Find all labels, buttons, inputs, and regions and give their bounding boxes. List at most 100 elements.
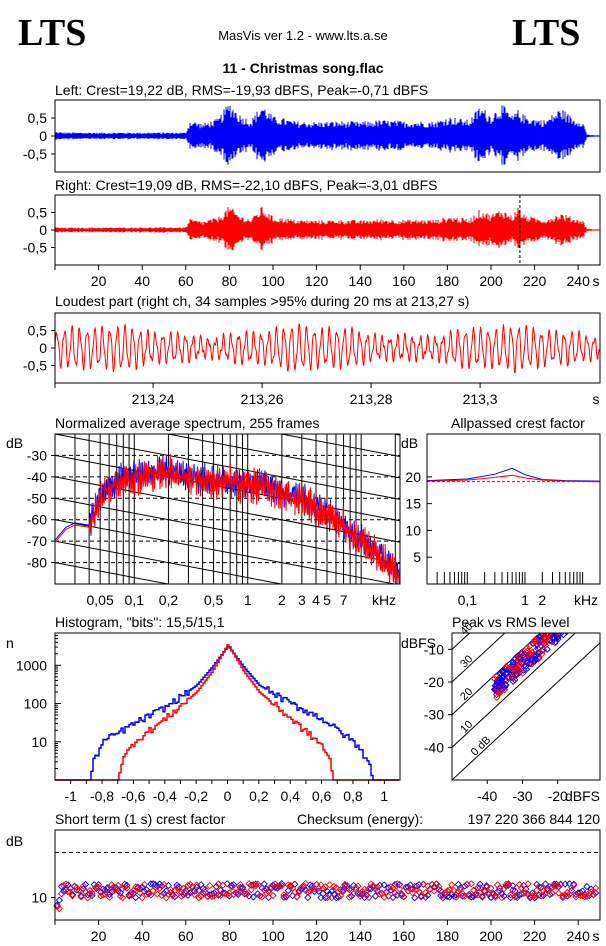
stc-point-right bbox=[426, 885, 434, 894]
stc-point-right bbox=[352, 883, 360, 892]
stc-point-left bbox=[408, 885, 417, 893]
pvr-point bbox=[514, 657, 523, 666]
stc-point-right bbox=[557, 880, 565, 888]
stc-point-right bbox=[578, 892, 587, 900]
stc-point-right bbox=[94, 883, 103, 891]
pvr-point bbox=[517, 649, 525, 658]
stc-point-right bbox=[177, 892, 186, 900]
pvr-crest-line bbox=[452, 633, 541, 716]
spectrum-slope-line bbox=[55, 627, 400, 692]
stc-point-right bbox=[502, 880, 510, 888]
pvr-crest-label: 10 bbox=[458, 719, 475, 736]
loudest-ytick-label: 0,5 bbox=[28, 323, 48, 339]
track-title: 11 - Christmas song.flac bbox=[222, 60, 383, 76]
stc-point-right bbox=[326, 881, 334, 889]
stc-point-left bbox=[317, 894, 325, 902]
stc-point-right bbox=[214, 880, 223, 888]
stc-point-right bbox=[376, 890, 384, 898]
stc-point-right bbox=[251, 882, 260, 890]
pvr-point bbox=[492, 672, 500, 680]
stc-ytick-label: 10 bbox=[31, 890, 47, 906]
stc-point-right bbox=[57, 890, 66, 898]
stc-point-right bbox=[535, 882, 543, 891]
pvr-point bbox=[546, 633, 554, 641]
stc-point-left bbox=[217, 886, 225, 894]
stc-point-right bbox=[389, 884, 397, 892]
stc-point-right bbox=[247, 885, 255, 894]
pvr-xtick-label: -20 bbox=[548, 788, 568, 804]
spectrum-xtick-label: 2 bbox=[278, 592, 286, 608]
stc-point-left bbox=[171, 893, 179, 901]
stc-point-left bbox=[251, 880, 260, 888]
stc-point-right bbox=[234, 888, 242, 897]
spectrum-xtick-label: 3 bbox=[298, 592, 306, 608]
stc-point-right bbox=[275, 882, 284, 890]
pvr-point bbox=[550, 634, 559, 642]
stc-ylabel: dB bbox=[6, 833, 23, 849]
pvr-point bbox=[511, 676, 519, 684]
stc-point-right bbox=[64, 887, 72, 896]
stc-xtick-label: 120 bbox=[305, 928, 329, 944]
stc-xtick-label: 20 bbox=[91, 928, 107, 944]
pvr-point bbox=[512, 665, 520, 673]
stc-point-right bbox=[568, 884, 576, 892]
stc-point-right bbox=[448, 881, 456, 889]
loudest-xtick-label: 213,28 bbox=[350, 391, 393, 407]
pvr-point bbox=[541, 641, 550, 650]
wf-right-xtick-label: 180 bbox=[436, 273, 460, 289]
stc-point-left bbox=[315, 887, 323, 896]
stc-point-left bbox=[245, 892, 253, 900]
stc-point-right bbox=[136, 889, 144, 897]
stc-point-right bbox=[302, 879, 310, 888]
stc-point-right bbox=[195, 894, 203, 902]
allpass-ytick-label: 10 bbox=[405, 522, 421, 538]
loudest-xtick-label: 213,24 bbox=[132, 391, 175, 407]
stc-point-left bbox=[295, 887, 303, 895]
stc-point-right bbox=[548, 889, 556, 898]
stc-point-right bbox=[550, 882, 558, 890]
logo-left: LTS bbox=[18, 12, 86, 54]
histogram-frame bbox=[54, 632, 401, 781]
stc-point-right bbox=[450, 886, 458, 895]
stc-point-left bbox=[424, 891, 432, 900]
loudest-part-chart: 0,50 -0,5 213,24 213,26 213,28 213,3 s bbox=[23, 312, 601, 407]
stc-point-left bbox=[132, 893, 140, 902]
pvr-point bbox=[515, 652, 524, 661]
stc-point-right bbox=[354, 882, 362, 890]
stc-point-right bbox=[356, 892, 364, 900]
stc-point-right bbox=[400, 893, 408, 901]
stc-point-right bbox=[513, 892, 521, 900]
stc-xtick-label: 220 bbox=[523, 928, 547, 944]
stc-point-right bbox=[293, 893, 301, 901]
checksum-value: 197 220 366 844 120 bbox=[468, 811, 601, 827]
stc-point-right bbox=[118, 894, 127, 902]
stc-point-right bbox=[437, 887, 445, 895]
histogram-xtick-label: 1 bbox=[380, 788, 388, 804]
stc-point-right bbox=[541, 889, 550, 898]
stc-point-left bbox=[275, 882, 284, 891]
wf-left-signal bbox=[54, 105, 601, 165]
pvr-crest-label: 20 bbox=[458, 686, 475, 703]
spectrum-ytick-label: -40 bbox=[27, 469, 47, 485]
stc-point-right bbox=[581, 893, 589, 901]
stc-point-left bbox=[387, 886, 395, 894]
stc-point-right bbox=[258, 893, 266, 901]
histogram-series-0 bbox=[55, 645, 399, 781]
stc-point-right bbox=[134, 884, 142, 892]
pvr-xunit: dBFS bbox=[565, 788, 600, 804]
stc-point-right bbox=[365, 893, 373, 902]
stc-point-right bbox=[269, 891, 277, 900]
stc-point-right bbox=[395, 885, 404, 893]
stc-point-right bbox=[445, 886, 454, 894]
stc-point-left bbox=[345, 885, 353, 894]
stc-xtick-label: 60 bbox=[178, 928, 194, 944]
stc-point-right bbox=[160, 880, 168, 889]
stc-point-right bbox=[153, 890, 162, 898]
stc-point-right bbox=[517, 884, 526, 892]
stc-point-left bbox=[417, 893, 425, 901]
pvr-crest-line bbox=[452, 642, 600, 780]
stc-point-right bbox=[164, 890, 172, 899]
wf-right-xtick-label: 160 bbox=[392, 273, 416, 289]
